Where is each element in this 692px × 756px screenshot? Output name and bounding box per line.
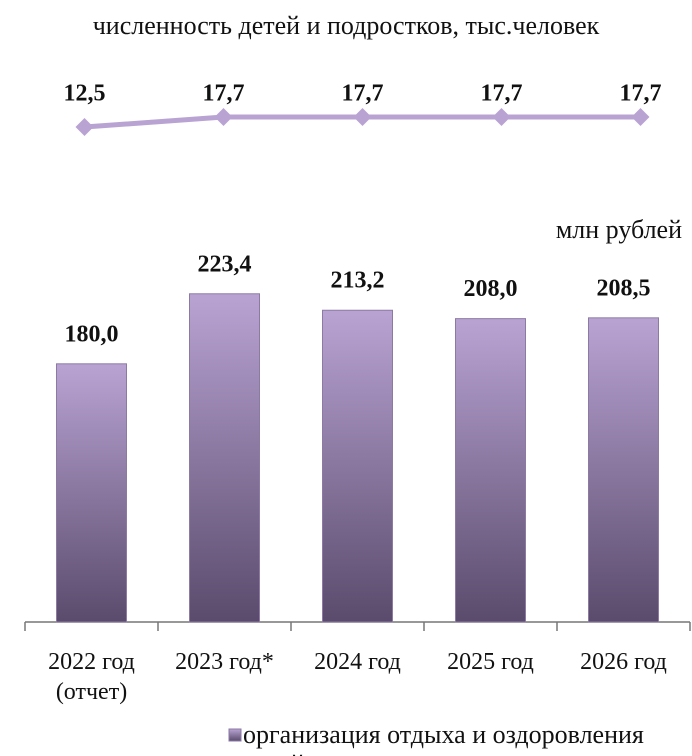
legend-swatch xyxy=(228,728,242,742)
x-tick-label: 2023 год* xyxy=(175,649,274,675)
x-tick-label: 2024 год xyxy=(314,649,401,675)
bar xyxy=(455,318,526,623)
x-tick-label: 2025 год xyxy=(447,649,534,675)
data-label: 180,0 xyxy=(65,321,119,347)
marker xyxy=(492,108,511,127)
bar xyxy=(189,293,260,623)
marker xyxy=(75,118,94,136)
data-label: 208,0 xyxy=(464,276,518,302)
bar xyxy=(56,363,127,623)
axis-unit-label: млн рублей xyxy=(556,215,682,244)
legend-label: организация отдыха и оздоровления детей xyxy=(243,720,644,756)
data-label: 17,7 xyxy=(342,81,384,107)
data-label: 213,2 xyxy=(331,268,385,294)
marker xyxy=(631,108,650,127)
marker xyxy=(214,108,233,127)
x-tick-label: 2022 год (отчет) xyxy=(48,649,135,705)
data-label: 208,5 xyxy=(597,275,651,301)
marker xyxy=(353,108,372,127)
data-label: 17,7 xyxy=(620,81,662,107)
bar xyxy=(322,309,393,623)
x-tick-label: 2026 год xyxy=(580,649,667,675)
data-label: 17,7 xyxy=(203,81,245,107)
data-label: 12,5 xyxy=(64,81,106,107)
data-label: 17,7 xyxy=(481,81,523,107)
data-label: 223,4 xyxy=(198,251,252,277)
chart-title: численность детей и подростков, тыс.чело… xyxy=(93,11,600,40)
bar xyxy=(588,317,659,623)
